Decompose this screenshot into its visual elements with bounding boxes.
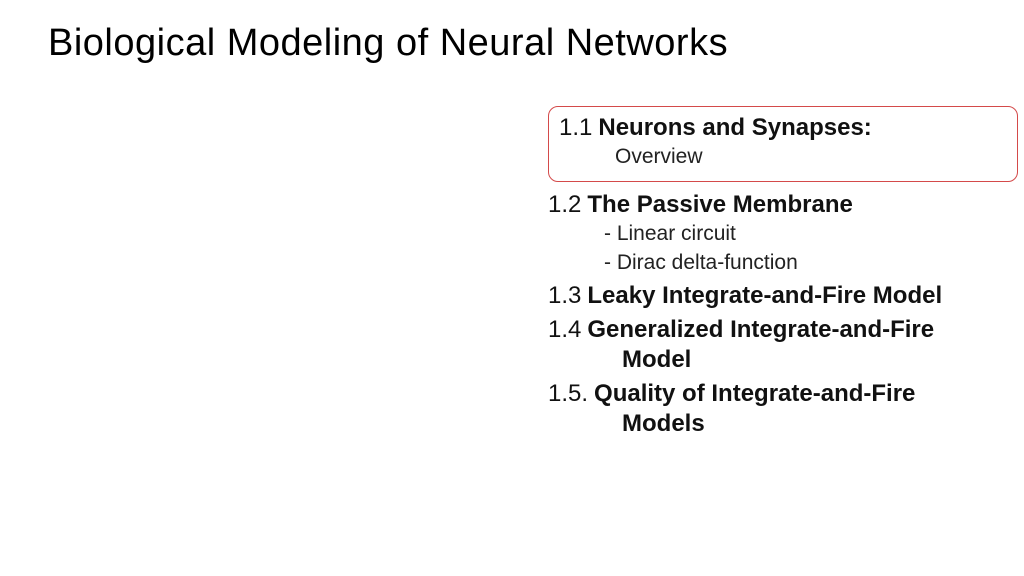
outline-heading: Leaky Integrate-and-Fire Model <box>587 282 942 309</box>
outline-heading: Quality of Integrate-and-Fire <box>594 380 915 407</box>
outline-item-head: 1.2The Passive Membrane <box>548 190 1018 220</box>
outline-heading-cont: Model <box>622 345 1018 375</box>
outline-item-1-2: 1.2The Passive Membrane - Linear circuit… <box>548 190 1018 277</box>
outline-item-head: 1.4Generalized Integrate-and-Fire <box>548 315 1018 345</box>
outline-number: 1.2 <box>548 191 581 218</box>
outline-heading-cont: Models <box>622 409 1018 439</box>
outline-heading: The Passive Membrane <box>587 191 852 218</box>
outline-item-head: 1.5.Quality of Integrate-and-Fire <box>548 379 1018 409</box>
outline-item-1-1: 1.1Neurons and Synapses: <box>559 113 1007 143</box>
outline-item-1-5: 1.5.Quality of Integrate-and-Fire Models <box>548 379 1018 439</box>
outline-number: 1.4 <box>548 316 581 343</box>
outline-item-1-3: 1.3Leaky Integrate-and-Fire Model <box>548 281 1018 311</box>
outline-heading: Generalized Integrate-and-Fire <box>587 316 934 343</box>
outline-number: 1.5. <box>548 380 588 407</box>
outline-panel: 1.1Neurons and Synapses: Overview 1.2The… <box>548 106 1018 443</box>
outline-heading: Neurons and Synapses: <box>598 114 871 141</box>
outline-subitem: - Dirac delta-function <box>604 249 1018 277</box>
outline-item-1-4: 1.4Generalized Integrate-and-Fire Model <box>548 315 1018 375</box>
outline-number: 1.3 <box>548 282 581 309</box>
outline-number: 1.1 <box>559 114 592 141</box>
outline-item-head: 1.3Leaky Integrate-and-Fire Model <box>548 281 1018 311</box>
page-title: Biological Modeling of Neural Networks <box>48 22 728 65</box>
outline-subitem: Overview <box>615 143 1007 171</box>
outline-subitem: - Linear circuit <box>604 220 1018 248</box>
highlighted-section: 1.1Neurons and Synapses: Overview <box>548 106 1018 182</box>
